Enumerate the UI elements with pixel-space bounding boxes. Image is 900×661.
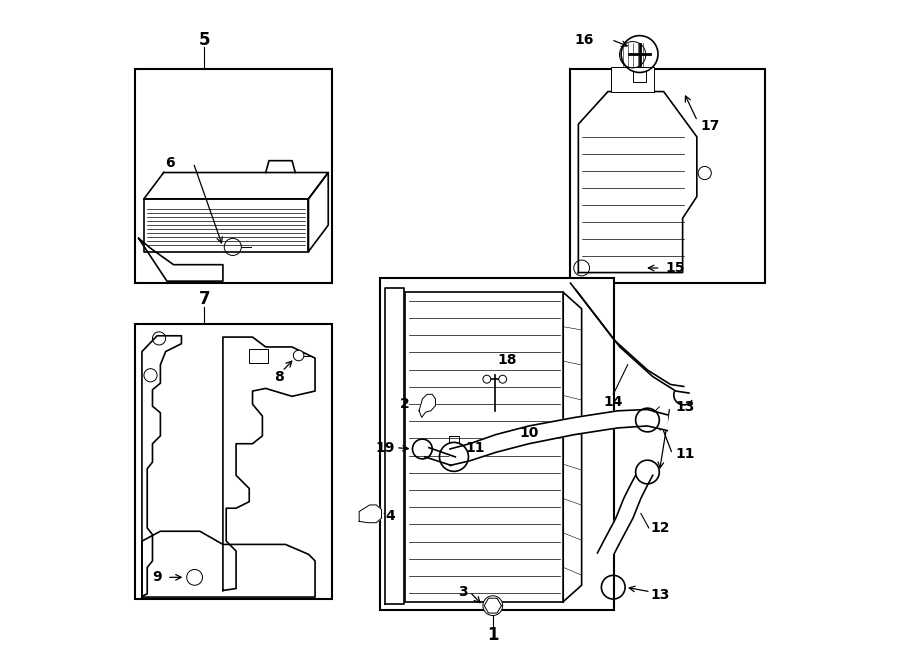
Polygon shape	[419, 395, 436, 417]
Bar	[135, 324, 331, 599]
Polygon shape	[139, 239, 223, 281]
Circle shape	[483, 596, 503, 615]
Text: 11: 11	[676, 447, 696, 461]
Bar	[249, 349, 267, 364]
Text: 3: 3	[458, 585, 468, 599]
Text: 8: 8	[274, 369, 284, 383]
Circle shape	[483, 375, 490, 383]
Text: 13: 13	[651, 588, 670, 602]
Bar	[135, 69, 331, 283]
Polygon shape	[385, 288, 404, 603]
Text: 5: 5	[199, 30, 211, 48]
Bar	[380, 278, 614, 610]
Text: 10: 10	[519, 426, 539, 440]
Text: 19: 19	[375, 441, 395, 455]
Text: 18: 18	[498, 353, 517, 367]
Text: 7: 7	[199, 290, 211, 308]
Text: 17: 17	[700, 120, 719, 134]
Text: 13: 13	[676, 400, 695, 414]
Polygon shape	[144, 199, 309, 252]
Polygon shape	[144, 173, 328, 199]
Polygon shape	[223, 337, 315, 590]
Polygon shape	[359, 505, 382, 523]
Polygon shape	[598, 475, 652, 553]
Text: 14: 14	[604, 395, 623, 408]
Text: 15: 15	[666, 261, 686, 275]
Polygon shape	[579, 92, 697, 272]
Text: 2: 2	[400, 397, 410, 411]
Circle shape	[293, 350, 304, 361]
Polygon shape	[142, 531, 315, 597]
Polygon shape	[309, 173, 328, 252]
Text: 16: 16	[574, 32, 593, 46]
Text: 11: 11	[466, 441, 485, 455]
Bar	[611, 67, 654, 92]
Polygon shape	[450, 409, 667, 465]
Text: 12: 12	[651, 521, 670, 535]
Polygon shape	[142, 336, 182, 596]
Polygon shape	[563, 292, 581, 602]
Bar	[405, 292, 563, 602]
Circle shape	[499, 375, 507, 383]
Text: 1: 1	[487, 625, 499, 644]
Bar	[571, 69, 765, 283]
Text: 6: 6	[166, 155, 176, 170]
Text: 4: 4	[385, 509, 395, 523]
Text: 9: 9	[152, 570, 162, 584]
